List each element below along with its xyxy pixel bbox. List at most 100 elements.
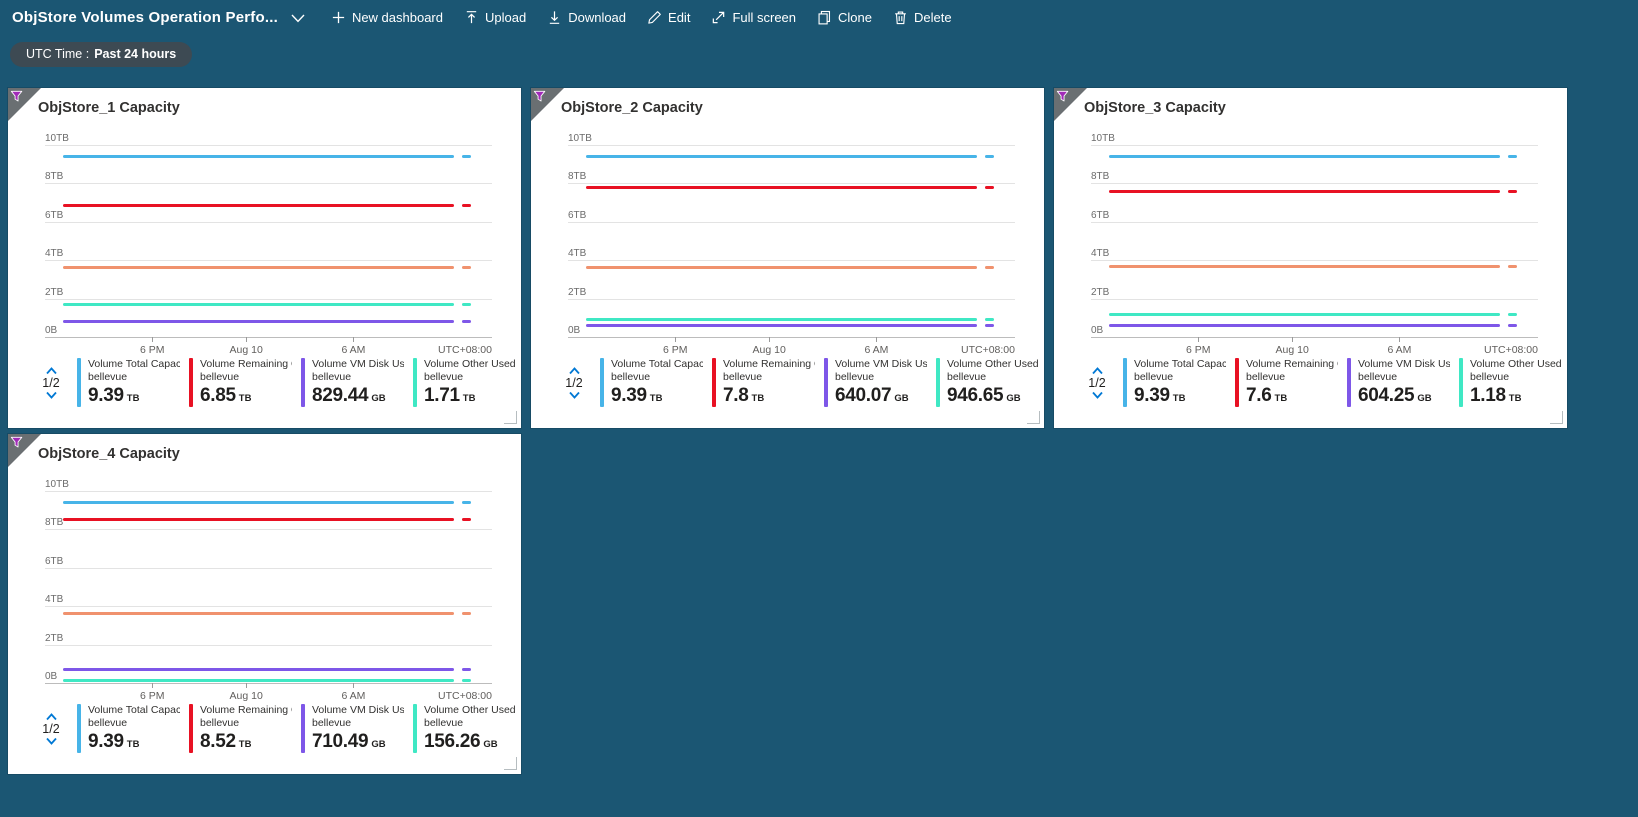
series-line — [1108, 155, 1500, 159]
legend-color-bar — [77, 704, 81, 753]
legend-metric-unit: TB — [126, 739, 140, 750]
y-gridline: 2TB — [45, 633, 492, 646]
x-axis-tick — [675, 337, 677, 342]
legend-metric-name: Volume VM Disk Used ... — [312, 358, 404, 370]
chevron-up-icon[interactable] — [45, 366, 57, 375]
chevron-down-icon[interactable] — [568, 391, 580, 399]
legend-metric-name: Volume Total Capacit... — [88, 704, 180, 716]
chevron-down-icon[interactable] — [45, 737, 57, 745]
legend-pager: 1/2 — [557, 366, 591, 399]
upload-icon — [464, 10, 479, 25]
series-latest-dash — [462, 678, 472, 682]
fullscreen-icon — [711, 10, 726, 25]
filter-badge[interactable] — [8, 434, 41, 467]
legend-color-bar — [189, 704, 193, 753]
y-gridline: 10TB — [45, 133, 492, 146]
time-filter-pill[interactable]: UTC Time : Past 24 hours — [10, 42, 193, 67]
legend-pager: 1/2 — [1080, 366, 1114, 399]
resize-grip-icon[interactable] — [504, 411, 517, 424]
legend-color-bar — [413, 358, 417, 407]
series-latest-dash — [1508, 189, 1518, 193]
resize-grip-icon[interactable] — [1027, 411, 1040, 424]
command-label: Edit — [668, 9, 691, 25]
resize-grip-icon[interactable] — [1550, 411, 1563, 424]
y-gridline: 10TB — [1091, 133, 1538, 146]
y-axis-tick-label: 8TB — [45, 517, 64, 529]
legend-resource-name: bellevue — [88, 717, 128, 729]
download-button[interactable]: Download — [547, 10, 626, 25]
delete-button[interactable]: Delete — [893, 10, 952, 25]
series-line — [62, 266, 454, 270]
legend-color-bar — [301, 704, 305, 753]
legend-resource-name: bellevue — [424, 717, 464, 729]
legend-resource-name: bellevue — [200, 717, 240, 729]
x-axis-tick — [876, 337, 878, 342]
filter-badge[interactable] — [8, 88, 41, 121]
chevron-up-icon[interactable] — [1091, 366, 1103, 375]
dashboard-toolbar: ObjStore Volumes Operation Perfo... New … — [0, 0, 1638, 34]
series-line — [62, 155, 454, 159]
legend-item[interactable]: Volume Remaining Cap...bellevue 7.6TB — [1235, 358, 1338, 407]
y-axis-tick-label: 4TB — [45, 594, 64, 606]
filter-badge[interactable] — [531, 88, 564, 121]
y-gridline: 2TB — [1091, 287, 1538, 300]
resize-grip-icon[interactable] — [504, 757, 517, 770]
legend-color-bar — [1347, 358, 1351, 407]
y-gridline: 6TB — [45, 556, 492, 569]
x-axis-tick-label: Aug 10 — [1275, 344, 1309, 356]
filter-funnel-icon — [1056, 90, 1069, 102]
dashboard-title: ObjStore Volumes Operation Perfo... — [12, 8, 278, 26]
chevron-down-icon[interactable] — [1091, 391, 1103, 399]
legend-metric-value: 9.39 TB — [88, 731, 140, 752]
series-line — [62, 319, 454, 323]
chart-legend: 1/2 Volume Total Capacit...bellevue9.39T… — [34, 358, 516, 407]
filter-badge[interactable] — [1054, 88, 1087, 121]
series-line — [62, 203, 454, 207]
fullscreen-button[interactable]: Full screen — [711, 10, 796, 25]
dashboard-title-menu[interactable]: ObjStore Volumes Operation Perfo... — [12, 9, 305, 26]
y-gridline: 0B — [45, 325, 492, 338]
legend-page-indicator: 1/2 — [565, 375, 583, 390]
legend-item[interactable]: Volume Remaining Cap...bellevue 7.8TB — [712, 358, 815, 407]
new-dashboard-button[interactable]: New dashboard — [331, 10, 443, 25]
y-gridline: 8TB — [45, 517, 492, 531]
legend-resource-name: bellevue — [611, 371, 651, 383]
y-axis-tick-label: 2TB — [45, 632, 64, 644]
clone-button[interactable]: Clone — [817, 10, 872, 25]
chart-tile: ObjStore_4 Capacity UTC+08:00 10TB 8TB 6TB… — [8, 434, 521, 774]
upload-button[interactable]: Upload — [464, 10, 526, 25]
command-label: Upload — [485, 9, 527, 25]
y-gridline: 0B — [1091, 325, 1538, 338]
legend-metric-name: Volume Total Capacit... — [1134, 358, 1226, 370]
chevron-up-icon[interactable] — [568, 366, 580, 375]
y-gridline: 4TB — [45, 248, 492, 262]
edit-button[interactable]: Edit — [647, 10, 690, 25]
legend-metric-unit: GB — [371, 739, 386, 750]
y-gridline: 8TB — [568, 171, 1015, 185]
y-gridline: 4TB — [568, 248, 1015, 262]
copy-icon — [817, 10, 832, 25]
legend-metric-unit: TB — [649, 393, 663, 404]
series-latest-dash — [462, 517, 472, 521]
chevron-down-icon[interactable] — [45, 391, 57, 399]
chevron-up-icon[interactable] — [45, 712, 57, 721]
filter-funnel-icon — [10, 436, 23, 448]
